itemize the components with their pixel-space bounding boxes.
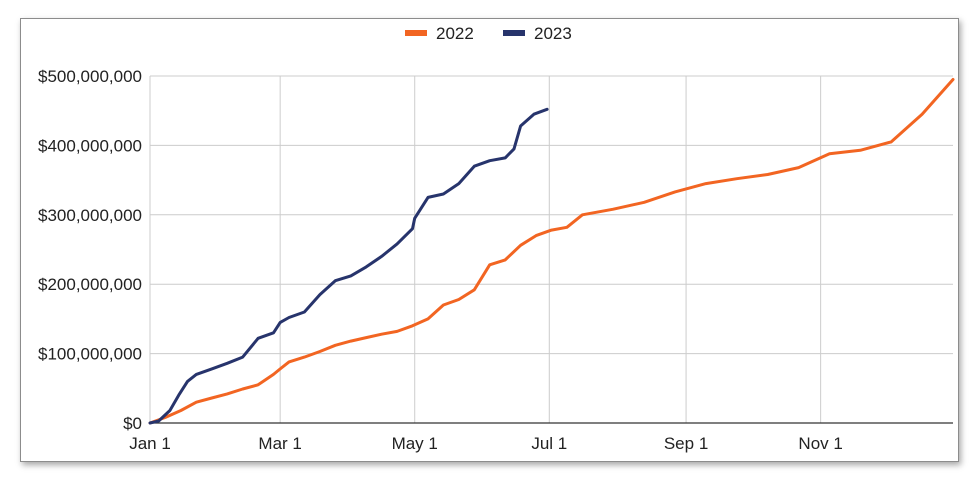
y-tick-label: $300,000,000: [38, 206, 142, 225]
y-tick-label: $400,000,000: [38, 136, 142, 155]
y-tick-label: $100,000,000: [38, 345, 142, 364]
y-tick-label: $0: [123, 414, 142, 433]
x-tick-label: May 1: [392, 434, 438, 453]
y-axis-tick-labels: $0 $100,000,000 $200,000,000 $300,000,000 $4…: [38, 67, 142, 433]
x-tick-label: Jan 1: [129, 434, 171, 453]
legend-label-2023: 2023: [534, 24, 572, 43]
y-tick-label: $200,000,000: [38, 275, 142, 294]
chart-frame: [20, 18, 959, 462]
legend: 2022 2023: [405, 24, 572, 43]
x-tick-label: Jul 1: [531, 434, 567, 453]
series-lines: [148, 78, 955, 425]
x-tick-label: Nov 1: [798, 434, 842, 453]
series-line-2023: [148, 107, 549, 425]
series-line-2022: [148, 78, 955, 425]
x-tick-label: Sep 1: [664, 434, 708, 453]
legend-swatch-2023: [503, 30, 525, 36]
gridlines: [149, 75, 953, 423]
y-tick-label: $500,000,000: [38, 67, 142, 86]
x-tick-label: Mar 1: [258, 434, 301, 453]
legend-label-2022: 2022: [436, 24, 474, 43]
legend-swatch-2022: [405, 30, 427, 36]
x-axis-tick-labels: Jan 1 Mar 1 May 1 Jul 1 Sep 1 Nov 1: [129, 434, 843, 453]
